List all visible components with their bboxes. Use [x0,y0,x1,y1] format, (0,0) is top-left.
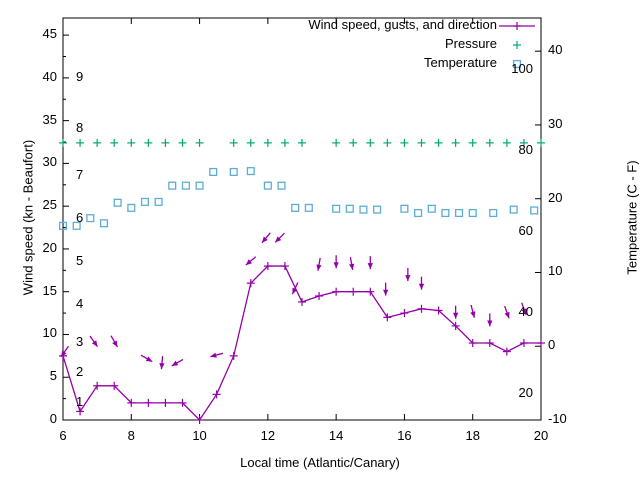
y-tick-label-right: 40 [548,42,563,58]
series-temperature [58,167,539,230]
beaufort-scale-label: 7 [76,167,84,183]
beaufort-scale-label: 5 [76,252,84,268]
y-tick-label-left: 15 [42,282,57,298]
x-tick-label: 10 [192,428,207,443]
wind-direction-arrows [60,232,527,370]
legend-label: Temperature [424,55,497,70]
wind-direction-arrow [521,302,527,316]
wind-direction-arrow [348,256,355,270]
legend-label: Wind speed, gusts, and direction [308,17,497,32]
legend-marker [499,22,535,30]
beaufort-scale-label: 3 [76,334,84,350]
data-series [58,138,545,424]
wind-direction-arrow [210,352,224,358]
x-tick-label: 20 [533,428,549,443]
y-tick-label-left: 0 [49,411,57,426]
wind-direction-arrow [89,335,98,348]
y-tick-label-left: 45 [42,26,57,42]
x-tick-label: 18 [465,428,480,443]
beaufort-scale-label: 4 [76,295,84,311]
wind-direction-arrow [418,276,425,290]
y-tick-label-left: 10 [42,325,57,341]
x-axis-title: Local time (Atlantic/Canary) [240,455,400,470]
y-tick-label-right: 30 [548,115,563,131]
x-tick-label: 6 [59,428,67,443]
wind-direction-arrow [261,232,271,244]
y-tick-label-left: 30 [42,154,57,170]
wind-direction-arrow [333,255,339,269]
y-axis-right-title: Temperature (C - F) [624,160,640,275]
y-tick-label-left: 5 [49,368,57,384]
wind-direction-arrow [487,313,493,327]
beaufort-scale-label: 2 [76,363,84,379]
beaufort-scale-label: 8 [76,120,84,136]
y-tick-label-left: 25 [42,197,57,213]
wind-direction-arrow [504,305,510,319]
wind-direction-arrow [274,232,285,243]
wind-direction-arrow [159,356,165,370]
wind-direction-arrow [140,354,153,363]
x-tick-label: 12 [260,428,276,443]
series-pressure [59,138,545,147]
fahrenheit-scale-label: 100 [511,60,533,76]
wind-direction-arrow [316,257,322,271]
x-tick-label: 14 [328,428,344,443]
y-tick-label-left: 35 [42,111,57,127]
fahrenheit-scale-label: 20 [518,385,533,401]
y-tick-label-left: 20 [42,239,57,255]
wind-direction-arrow [470,304,476,318]
y-tick-label-right: 10 [548,263,563,279]
wind-direction-arrow [110,335,119,348]
legend-label: Pressure [444,36,497,51]
x-tick-label: 16 [397,428,412,443]
series-wind [59,262,545,424]
legend-marker [513,41,521,49]
y-tick-label-right: 20 [548,189,563,205]
beaufort-scale-label: 6 [76,210,84,225]
axis-ticks [62,18,542,421]
y-tick-label-left: 40 [42,68,57,84]
wind-direction-arrow [382,282,389,296]
fahrenheit-scale-label: 40 [518,304,533,320]
wind-direction-arrow [452,305,459,319]
legend-marker [512,59,522,69]
y-tick-label-right: 0 [548,337,556,353]
wind-direction-arrow [367,256,373,270]
wind-direction-arrow [245,256,257,266]
wind-direction-arrow [60,345,69,358]
x-tick-label: 8 [127,428,135,443]
legend-markers [499,22,535,69]
beaufort-scale-label: 1 [76,393,84,409]
fahrenheit-scale-label: 60 [518,222,533,238]
wind-direction-arrow [405,268,411,282]
wind-direction-arrow [171,358,184,367]
y-tick-label-right: -10 [548,411,567,426]
fahrenheit-scale-label: 80 [518,141,533,157]
plot-frame [62,17,542,421]
wind-direction-arrow [291,282,299,295]
beaufort-scale-label: 9 [76,68,84,84]
